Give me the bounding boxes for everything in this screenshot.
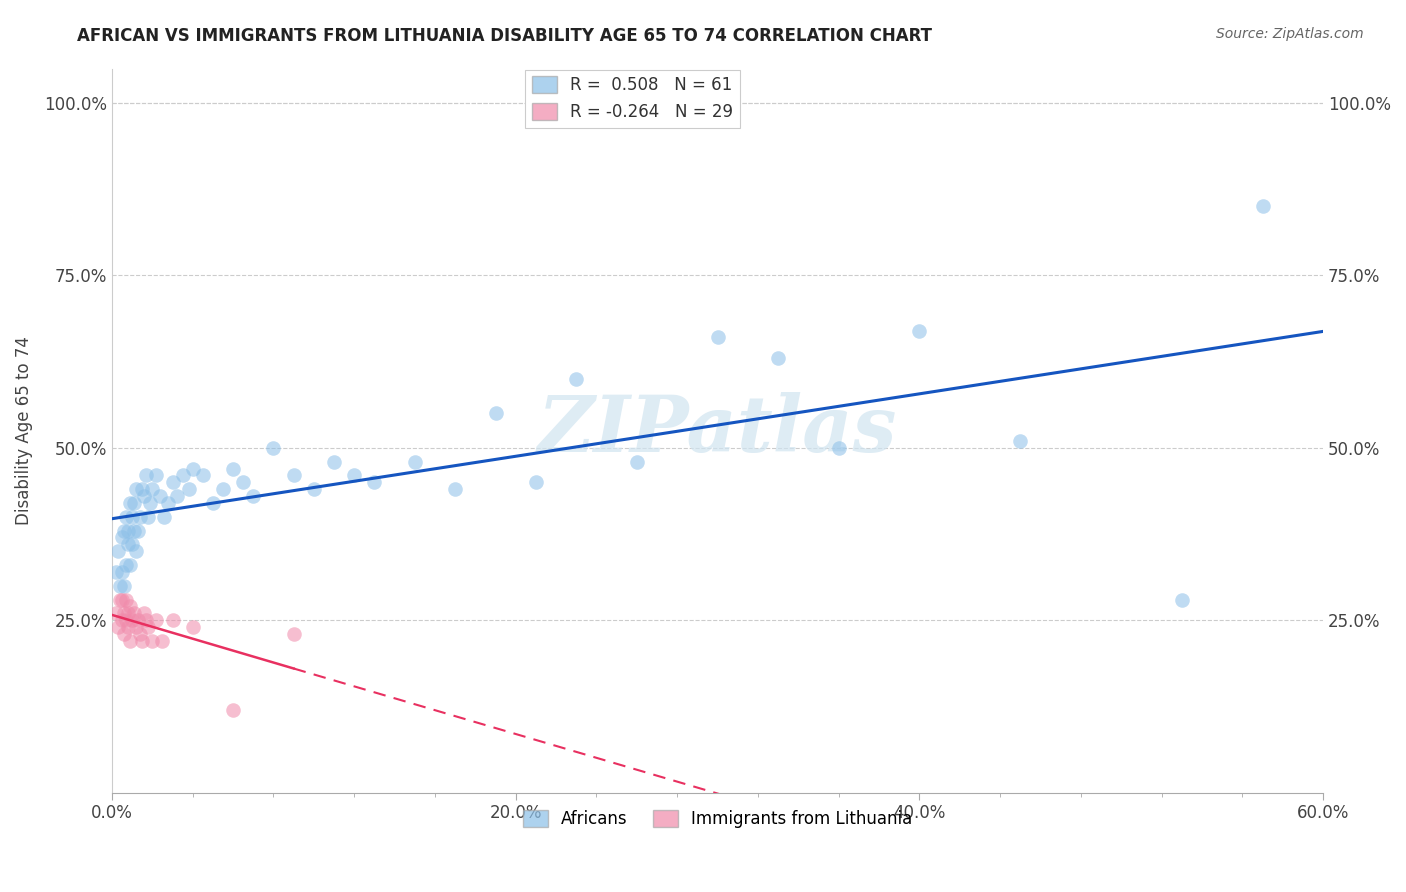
Point <box>117 620 139 634</box>
Point <box>117 524 139 538</box>
Point <box>108 579 131 593</box>
Point <box>120 634 142 648</box>
Point <box>1010 434 1032 448</box>
Point <box>172 468 194 483</box>
Point <box>120 496 142 510</box>
Point <box>105 607 128 621</box>
Point <box>706 330 728 344</box>
Point <box>125 482 148 496</box>
Point <box>191 468 214 483</box>
Point <box>222 461 245 475</box>
Point <box>162 613 184 627</box>
Point <box>262 441 284 455</box>
Point <box>129 627 152 641</box>
Point <box>115 592 138 607</box>
Point <box>766 351 789 366</box>
Point <box>136 620 159 634</box>
Point <box>111 613 134 627</box>
Point <box>134 489 156 503</box>
Point <box>222 703 245 717</box>
Point <box>115 613 138 627</box>
Point <box>112 607 135 621</box>
Point <box>125 544 148 558</box>
Point <box>112 524 135 538</box>
Point <box>152 634 174 648</box>
Point <box>343 468 366 483</box>
Text: ZIPatlas: ZIPatlas <box>538 392 897 469</box>
Point <box>121 613 143 627</box>
Point <box>302 482 325 496</box>
Point <box>1171 592 1194 607</box>
Point <box>135 613 157 627</box>
Point <box>827 441 849 455</box>
Point <box>153 509 176 524</box>
Point <box>166 489 188 503</box>
Point <box>115 509 138 524</box>
Point <box>524 475 547 490</box>
Point <box>111 565 134 579</box>
Point <box>136 509 159 524</box>
Point <box>127 524 149 538</box>
Y-axis label: Disability Age 65 to 74: Disability Age 65 to 74 <box>15 336 32 525</box>
Point <box>121 537 143 551</box>
Point <box>232 475 254 490</box>
Point <box>181 620 204 634</box>
Point <box>129 509 152 524</box>
Point <box>107 544 129 558</box>
Point <box>908 324 931 338</box>
Point <box>120 558 142 572</box>
Point <box>112 627 135 641</box>
Point <box>404 455 426 469</box>
Text: AFRICAN VS IMMIGRANTS FROM LITHUANIA DISABILITY AGE 65 TO 74 CORRELATION CHART: AFRICAN VS IMMIGRANTS FROM LITHUANIA DIS… <box>77 27 932 45</box>
Point <box>125 620 148 634</box>
Point <box>181 461 204 475</box>
Point <box>120 599 142 614</box>
Point <box>139 496 162 510</box>
Point <box>117 607 139 621</box>
Point <box>444 482 467 496</box>
Point <box>177 482 200 496</box>
Point <box>626 455 648 469</box>
Point <box>283 627 305 641</box>
Point <box>201 496 224 510</box>
Point <box>108 592 131 607</box>
Point <box>145 613 167 627</box>
Point <box>122 524 145 538</box>
Point <box>105 565 128 579</box>
Point <box>565 372 588 386</box>
Point <box>131 634 153 648</box>
Point <box>131 482 153 496</box>
Point <box>121 509 143 524</box>
Point <box>141 634 163 648</box>
Point <box>135 468 157 483</box>
Legend: Africans, Immigrants from Lithuania: Africans, Immigrants from Lithuania <box>516 804 920 835</box>
Point <box>111 592 134 607</box>
Point <box>157 496 180 510</box>
Point <box>112 579 135 593</box>
Point <box>363 475 385 490</box>
Point <box>484 406 506 420</box>
Point <box>107 620 129 634</box>
Point <box>162 475 184 490</box>
Point <box>134 607 156 621</box>
Point <box>127 613 149 627</box>
Point <box>149 489 172 503</box>
Point <box>115 558 138 572</box>
Point <box>117 537 139 551</box>
Point <box>111 531 134 545</box>
Point <box>1251 199 1274 213</box>
Text: Source: ZipAtlas.com: Source: ZipAtlas.com <box>1216 27 1364 41</box>
Point <box>145 468 167 483</box>
Point <box>122 607 145 621</box>
Point <box>212 482 235 496</box>
Point <box>122 496 145 510</box>
Point <box>283 468 305 483</box>
Point <box>323 455 346 469</box>
Point <box>242 489 264 503</box>
Point <box>141 482 163 496</box>
